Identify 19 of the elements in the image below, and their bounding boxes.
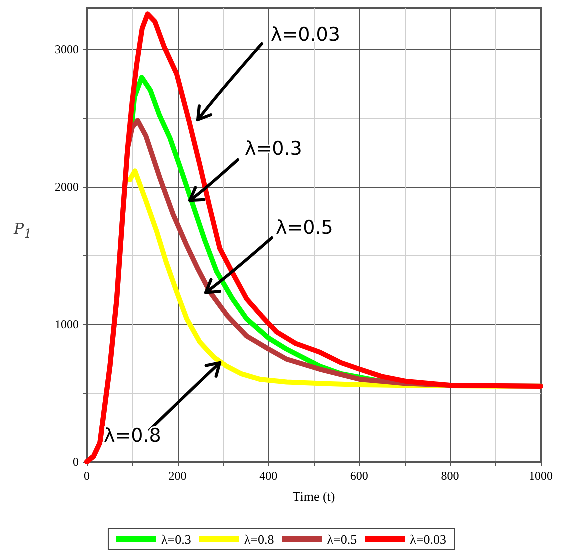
y-tick-label: 3000 bbox=[55, 42, 79, 56]
x-tick-label: 1000 bbox=[529, 469, 553, 483]
y-tick-label: 1000 bbox=[55, 317, 79, 332]
y-axis-title: P$_{1}$ bbox=[14, 220, 32, 241]
legend-label: λ=0.3 bbox=[161, 532, 192, 547]
annotation: λ=0.03 bbox=[271, 24, 340, 46]
annotation: λ=0.8 bbox=[104, 425, 162, 448]
legend-label: λ=0.8 bbox=[244, 532, 274, 547]
x-tick-label: 400 bbox=[260, 469, 278, 483]
x-axis-title: Time (t) bbox=[292, 489, 336, 504]
x-tick-label: 800 bbox=[441, 469, 460, 483]
x-tick-label: 600 bbox=[350, 469, 368, 483]
annotation: λ=0.5 bbox=[276, 217, 334, 240]
legend-label: λ=0.5 bbox=[327, 532, 358, 547]
y-tick-label: 2000 bbox=[55, 180, 79, 194]
x-tick-label: 200 bbox=[168, 469, 187, 483]
legend-label: λ=0.03 bbox=[410, 532, 447, 547]
x-tick-label: 0 bbox=[84, 469, 90, 483]
y-tick-label: 0 bbox=[73, 455, 79, 469]
